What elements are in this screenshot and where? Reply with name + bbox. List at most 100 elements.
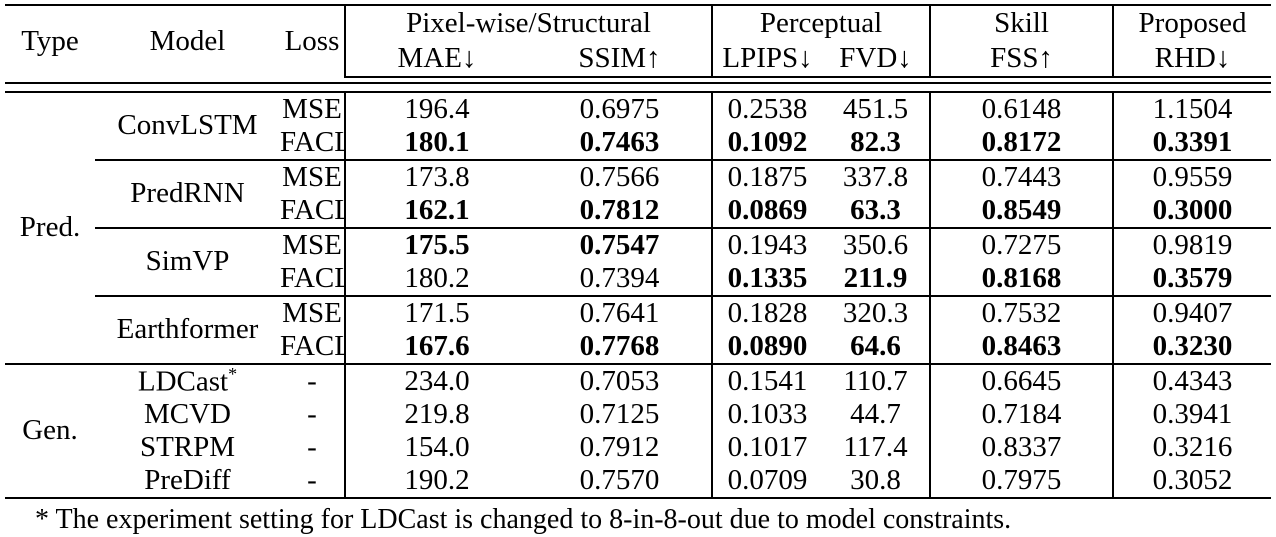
cell-rhd: 0.9819 [1112,227,1272,262]
cell-mae: 154.0 [344,431,528,464]
table-row: Gen. LDCast* - 234.0 0.7053 0.1541 110.7… [5,363,1272,498]
model-cell: STRPM [139,431,236,463]
cell-ssim: 0.7394 [579,262,660,294]
table-footnote: * The experiment setting for LDCast is c… [35,504,1012,535]
table-row: MCVD - 219.8 0.7125 0.1033 44.7 0.7184 0… [5,398,1272,431]
loss-cell: - [307,431,317,463]
cell-rhd: 0.3391 [1112,126,1272,160]
col-header-fvd: FVD↓ [822,41,931,78]
cell-fvd: 337.8 [822,159,931,194]
cell-ssim: 0.7570 [579,464,660,496]
double-rule-top [5,77,1272,84]
cell-ssim: 0.7547 [528,227,712,262]
col-group-pixel-structural: Pixel-wise/Structural [344,5,712,41]
col-header-model: Model [149,24,226,57]
col-header-loss: Loss [284,24,340,57]
cell-fss: 0.7275 [929,227,1114,262]
col-group-perceptual: Perceptual [710,5,931,41]
cell-mae: 196.4 [344,92,528,126]
cell-mae: 171.5 [344,295,528,330]
cell-lpips: 0.2538 [711,92,822,126]
table-row: Pred. ConvLSTM MSE 196.4 0.6975 0.2538 4… [5,92,1272,243]
table-row: FACL 162.1 0.7812 0.0869 63.3 0.8549 0.3… [5,194,1272,228]
loss-cell: MSE [282,92,342,125]
cell-mae: 173.8 [344,159,528,194]
col-header-ssim: SSIM↑ [528,41,712,78]
col-group-skill: Skill [929,5,1114,41]
model-cell: PreDiff [144,464,231,496]
model-cell: LDCast* [95,363,280,398]
cell-mae: 162.1 [344,194,528,228]
cell-fvd: 44.7 [850,398,901,430]
cell-lpips: 0.1875 [711,159,822,194]
cell-ssim: 0.6975 [579,92,660,125]
cell-lpips: 0.1541 [711,363,822,398]
cell-ssim: 0.7463 [579,126,660,158]
loss-cell: FACL [280,262,345,294]
model-cell: ConvLSTM [117,109,258,142]
cell-fss: 0.7443 [929,159,1114,194]
cell-fvd: 63.3 [850,194,901,226]
cell-ssim: 0.7912 [579,431,660,463]
cell-lpips: 0.1092 [711,126,822,160]
loss-cell: FACL [280,194,345,226]
model-cell: MCVD [143,398,231,430]
table-row: FACL 180.2 0.7394 0.1335 211.9 0.8168 0.… [5,262,1272,296]
cell-rhd: 0.3579 [1112,262,1272,296]
loss-cell: - [307,398,317,430]
cell-fvd: 320.3 [822,295,931,330]
loss-cell: - [307,464,317,496]
loss-cell: FACL [280,330,345,362]
cell-fss: 0.6148 [929,92,1114,126]
cell-mae: 190.2 [344,464,528,498]
cell-mae: 180.1 [344,126,528,160]
cell-lpips: 0.0890 [711,330,822,364]
loss-cell: - [280,363,345,398]
cell-lpips: 0.0709 [711,464,822,498]
col-header-type: Type [21,24,79,57]
cell-rhd: 0.3216 [1112,431,1272,464]
cell-rhd: 0.4343 [1112,363,1272,398]
cell-rhd: 0.3000 [1112,194,1272,228]
cell-fss: 0.8168 [929,262,1114,296]
cell-ssim: 0.7641 [528,295,712,330]
type-cell-gen: Gen. [5,363,95,498]
footnote-marker: * [228,364,238,385]
loss-cell: MSE [280,295,345,330]
cell-lpips: 0.1943 [711,227,822,262]
cell-fss: 0.6645 [929,363,1114,398]
cell-ssim: 0.7768 [579,330,660,362]
cell-fvd: 117.4 [843,431,908,463]
loss-cell: MSE [280,227,345,262]
cell-fvd: 82.3 [850,126,901,158]
loss-cell: MSE [280,159,345,194]
cell-fss: 0.7975 [929,464,1114,498]
table-row: FACL 167.6 0.7768 0.0890 64.6 0.8463 0.3… [5,330,1272,364]
results-table: Type Model Loss Pixel-wise/Structural Pe… [5,4,1272,499]
col-header-mae: MAE↓ [344,41,528,78]
cell-mae: 180.2 [344,262,528,296]
table-row: SimVP MSE 175.5 0.7547 0.1943 350.6 0.72… [5,227,1272,296]
results-table-container: Type Model Loss Pixel-wise/Structural Pe… [5,4,1272,536]
cell-lpips: 0.0869 [711,194,822,228]
model-cell: PredRNN [95,159,280,228]
cell-fss: 0.8172 [929,126,1114,160]
cell-fvd: 30.8 [850,464,901,496]
cell-ssim: 0.7053 [528,363,712,398]
cell-fss: 0.8463 [929,330,1114,364]
col-header-lpips: LPIPS↓ [711,41,822,78]
cell-fvd: 110.7 [822,363,931,398]
cell-fvd: 350.6 [822,227,931,262]
header-metric-row: MAE↓ SSIM↑ LPIPS↓ FVD↓ FSS↑ RHD↓ [5,41,1272,78]
table-row: STRPM - 154.0 0.7912 0.1017 117.4 0.8337… [5,431,1272,464]
model-cell: SimVP [95,227,280,296]
model-cell: Earthformer [95,295,280,364]
cell-fvd: 211.9 [843,262,908,294]
cell-fvd: 451.5 [842,92,909,125]
type-cell-pred: Pred. [19,211,81,244]
cell-fss: 0.7532 [929,295,1114,330]
cell-lpips: 0.1017 [711,431,822,464]
cell-mae: 234.0 [344,363,528,398]
cell-lpips: 0.1335 [711,262,822,296]
table-row: PreDiff - 190.2 0.7570 0.0709 30.8 0.797… [5,464,1272,498]
